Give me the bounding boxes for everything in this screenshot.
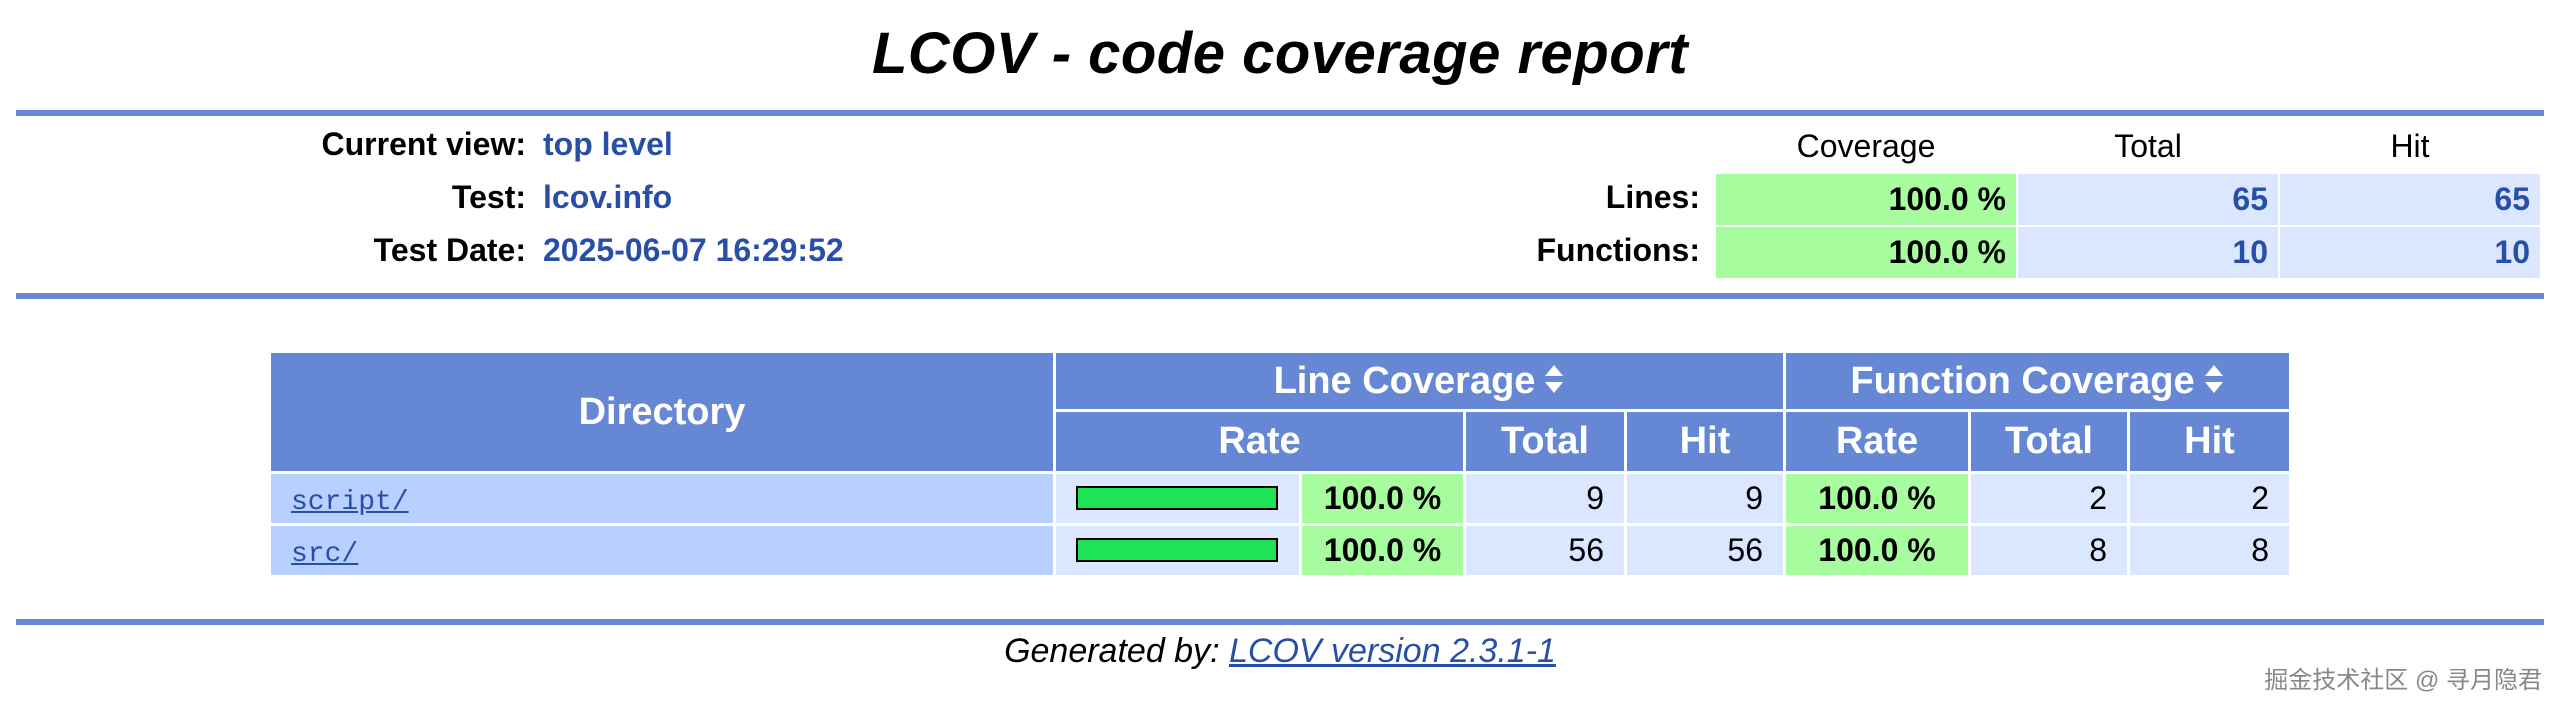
line-hit-header: Hit (1627, 412, 1783, 471)
line-total-cell: 9 (1466, 474, 1624, 523)
middle-divider (16, 293, 2544, 299)
sort-updown-icon[interactable] (1543, 355, 1565, 411)
test-label: Test: (451, 179, 526, 215)
table-row-name-cell: src/ (271, 526, 1053, 575)
line-hit-cell: 9 (1627, 474, 1783, 523)
line-coverage-bar-cell (1056, 474, 1299, 523)
line-coverage-header[interactable]: Line Coverage (1056, 353, 1783, 409)
function-hit-header: Hit (2130, 412, 2289, 471)
function-hit-cell: 2 (2130, 474, 2289, 523)
coverage-bar-fill (1078, 540, 1276, 560)
summary-coverage-header: Coverage (1796, 128, 1936, 164)
summary-lines-hit: 65 (2280, 174, 2540, 225)
table-row-name-cell: script/ (271, 474, 1053, 523)
test-value: lcov.info (543, 179, 673, 215)
summary-functions-total: 10 (2018, 227, 2278, 278)
line-rate-cell: 100.0 % (1302, 526, 1463, 575)
line-rate-header: Rate (1056, 412, 1463, 471)
watermark: 掘金技术社区 @ 寻月隐君 (2264, 667, 2542, 694)
current-view-value: top level (543, 126, 673, 162)
coverage-bar (1076, 486, 1278, 510)
summary-functions-coverage: 100.0 % (1716, 227, 2016, 278)
function-rate-cell: 100.0 % (1786, 526, 1968, 575)
line-rate-cell: 100.0 % (1302, 474, 1463, 523)
function-total-cell: 2 (1971, 474, 2127, 523)
summary-total-header: Total (2114, 128, 2182, 164)
summary-lines-label: Lines: (1605, 179, 1700, 215)
line-hit-cell: 56 (1627, 526, 1783, 575)
lcov-version-link[interactable]: LCOV version 2.3.1-1 (1228, 632, 1556, 670)
summary-functions-hit: 10 (2280, 227, 2540, 278)
line-coverage-label: Line Coverage (1273, 360, 1536, 402)
page-title: LCOV - code coverage report (871, 21, 1689, 86)
function-hit-cell: 8 (2130, 526, 2289, 575)
coverage-bar-fill (1078, 488, 1276, 508)
footer-prefix: Generated by: (1004, 632, 1229, 670)
coverage-bar (1076, 538, 1278, 562)
directory-link[interactable]: src/ (291, 539, 359, 570)
directory-header-label: Directory (578, 391, 746, 433)
function-total-cell: 8 (1971, 526, 2127, 575)
summary-functions-label: Functions: (1536, 232, 1700, 268)
summary-lines-total: 65 (2018, 174, 2278, 225)
function-coverage-header[interactable]: Function Coverage (1786, 353, 2289, 409)
bottom-divider (16, 619, 2544, 625)
line-total-cell: 56 (1466, 526, 1624, 575)
function-rate-header: Rate (1786, 412, 1968, 471)
directory-header: Directory (271, 353, 1053, 471)
sort-updown-icon[interactable] (2203, 355, 2225, 411)
function-rate-cell: 100.0 % (1786, 474, 1968, 523)
footer: Generated by: LCOV version 2.3.1-1 (0, 632, 2560, 671)
test-date-label: Test Date: (373, 232, 526, 268)
summary-hit-header: Hit (2390, 128, 2430, 164)
test-date-value: 2025-06-07 16:29:52 (543, 232, 844, 268)
function-coverage-label: Function Coverage (1850, 360, 2195, 402)
top-divider (16, 110, 2544, 116)
line-total-header: Total (1466, 412, 1624, 471)
directory-link[interactable]: script/ (291, 487, 409, 518)
current-view-label: Current view: (321, 126, 526, 162)
line-coverage-bar-cell (1056, 526, 1299, 575)
function-total-header: Total (1971, 412, 2127, 471)
summary-lines-coverage: 100.0 % (1716, 174, 2016, 225)
